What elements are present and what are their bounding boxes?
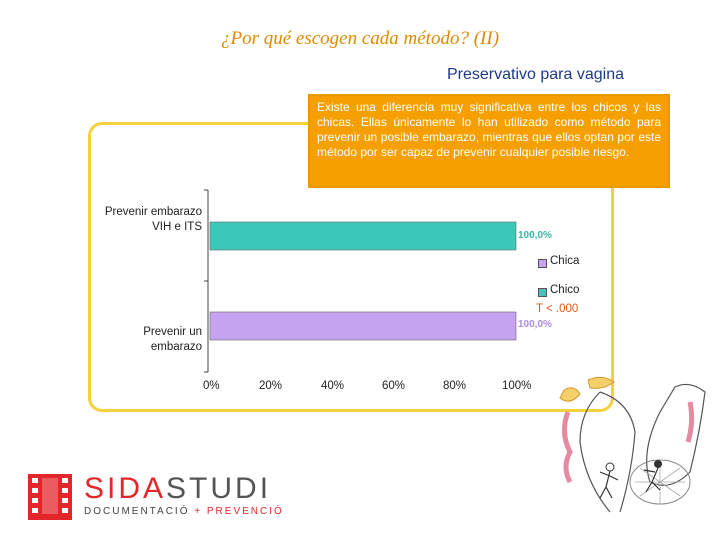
logo-wordmark-studi: STUDI bbox=[166, 472, 272, 505]
legend-label-chica: Chica bbox=[550, 255, 580, 267]
slide-subtitle: Preservativo para vagina bbox=[447, 66, 624, 83]
legend-swatch-chica bbox=[538, 259, 547, 268]
x-tick-label-4: 80% bbox=[443, 380, 467, 392]
data-label-0: 100,0% bbox=[518, 230, 552, 241]
bar-chica-1 bbox=[209, 311, 517, 341]
x-tick-label-1: 20% bbox=[259, 380, 283, 392]
significance-annotation: T < .000 bbox=[536, 303, 579, 315]
bar-chico-0 bbox=[209, 221, 517, 251]
slide-title: ¿Por qué escogen cada método? (II) bbox=[220, 28, 500, 49]
legend-label-chico: Chico bbox=[550, 284, 580, 296]
logo-tagline-prev: + PREVENCIÓ bbox=[194, 506, 284, 517]
legend-swatch-chico bbox=[538, 288, 547, 297]
data-label-1: 100,0% bbox=[518, 319, 552, 330]
x-tick-label-0: 0% bbox=[203, 380, 220, 392]
x-tick-label-3: 60% bbox=[382, 380, 406, 392]
category-label-0: Prevenir embarazo VIH e ITS bbox=[104, 206, 202, 233]
logo-wordmark-sida: SIDA bbox=[84, 472, 167, 505]
logo-tagline: DOCUMENTACIÓ + PREVENCIÓ bbox=[84, 506, 284, 517]
condom-illustration bbox=[559, 376, 706, 513]
film-strip-icon bbox=[28, 474, 72, 520]
x-tick-label-5: 100% bbox=[502, 380, 532, 392]
x-tick-label-2: 40% bbox=[321, 380, 345, 392]
note-box: Existe una diferencia muy significativa … bbox=[308, 94, 670, 188]
logo-wordmark: SIDASTUDI bbox=[84, 474, 271, 504]
logo-tagline-doc: DOCUMENTACIÓ bbox=[84, 506, 190, 517]
category-label-1: Prevenir un embarazo bbox=[143, 326, 202, 353]
